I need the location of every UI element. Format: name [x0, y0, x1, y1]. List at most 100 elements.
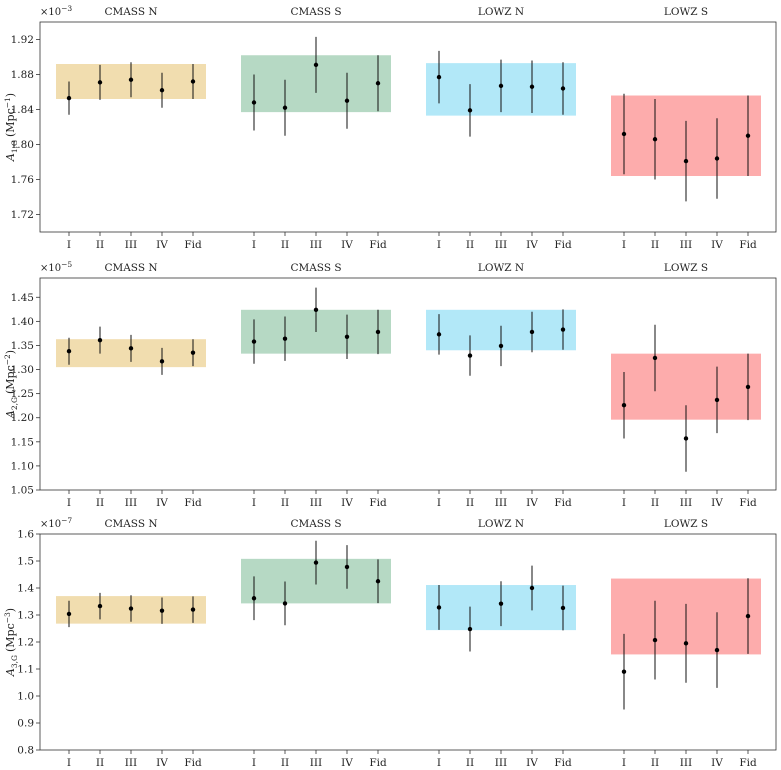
x-tick-label: III [680, 757, 692, 766]
x-tick-label: II [651, 497, 659, 509]
x-tick-label: III [495, 497, 507, 509]
x-tick-label: I [252, 239, 256, 251]
y-tick-label: 1.45 [11, 292, 34, 304]
x-tick-label: II [96, 497, 104, 509]
y-tick-label: 1.25 [11, 388, 34, 400]
data-point [344, 98, 350, 103]
axes-frame [39, 277, 777, 491]
y-tick-label: 1.80 [11, 139, 34, 151]
panel-2: 1.05 1.10 1.15 1.20 1.25 1.30 1.35 1.40 1.45 CMAS… [11, 262, 777, 509]
data-point [66, 349, 72, 354]
y-label-units: (Mpc [4, 365, 17, 394]
data-point [251, 100, 257, 105]
data-point [313, 307, 319, 312]
y-tick-label: 1.76 [11, 174, 35, 186]
data-point [498, 601, 504, 606]
x-tick-label: IV [711, 239, 723, 251]
x-tick-label: IV [711, 497, 723, 509]
x-tick-label: III [310, 497, 322, 509]
group-label: CMASS S [290, 518, 341, 530]
data-point [560, 605, 566, 611]
data-point [683, 436, 689, 441]
x-tick-label: IV [156, 239, 168, 251]
x-tick-label: IV [156, 757, 168, 766]
scale-exponent: −3 [61, 4, 72, 13]
data-point [467, 108, 473, 113]
x-tick-label: I [67, 239, 71, 251]
data-point [128, 606, 134, 611]
data-point [375, 579, 381, 584]
scale-exponent: −7 [61, 516, 72, 525]
x-tick-label: III [125, 239, 137, 251]
group-label: CMASS N [104, 6, 157, 18]
data-point [282, 105, 288, 110]
data-point [313, 62, 319, 68]
data-point [714, 397, 720, 403]
data-point [467, 353, 473, 358]
data-point [467, 626, 473, 632]
x-tick-label: II [466, 497, 474, 509]
x-tick-label: Fid [369, 239, 387, 251]
x-tick-label: Fid [184, 497, 202, 509]
y-tick-label: 1.20 [11, 412, 34, 424]
data-point [251, 596, 257, 601]
y-label-main: A [4, 153, 17, 162]
y-label-close: ) [4, 350, 17, 354]
data-point [190, 350, 196, 355]
x-tick-label: I [622, 497, 626, 509]
y-tick-label: 1.40 [11, 316, 34, 328]
scale-exponent: −5 [61, 260, 72, 269]
data-point [97, 337, 103, 343]
y-tick-label: 1.84 [11, 104, 35, 116]
x-tick-label: II [281, 497, 289, 509]
x-tick-label: I [437, 239, 441, 251]
x-tick-label: Fid [739, 757, 757, 766]
x-tick-label: Fid [739, 239, 757, 251]
y-tick-label: 1.15 [11, 436, 34, 448]
group-label: LOWZ N [478, 6, 524, 18]
y-label-sub: 3,G [10, 655, 19, 668]
y-label-exp: −3 [3, 612, 12, 623]
data-point [621, 403, 627, 408]
data-point [282, 601, 288, 606]
x-tick-label: II [466, 239, 474, 251]
x-tick-label: IV [711, 757, 723, 766]
data-point [529, 84, 535, 89]
group-label: LOWZ S [664, 262, 708, 274]
y-label-main: A [4, 668, 17, 677]
x-tick-label: III [125, 757, 137, 766]
group-label: LOWZ S [664, 6, 708, 18]
data-point [282, 336, 288, 341]
x-tick-label: Fid [369, 757, 387, 766]
y-axis-label: A2,G (Mpc−2) [3, 350, 19, 419]
data-point [652, 137, 658, 142]
data-point [313, 560, 319, 565]
x-tick-label: II [281, 757, 289, 766]
data-point [159, 88, 165, 93]
data-point [560, 327, 566, 332]
x-tick-label: II [281, 239, 289, 251]
y-tick-label: 1.10 [11, 460, 34, 472]
scale-base: ×10 [40, 263, 61, 274]
y-tick-label: 1.72 [11, 209, 34, 221]
x-tick-label: Fid [554, 757, 572, 766]
x-tick-label: II [651, 757, 659, 766]
data-point [745, 133, 751, 138]
x-tick-label: III [495, 757, 507, 766]
x-tick-label: I [622, 757, 626, 766]
x-tick-label: IV [341, 757, 353, 766]
group-label: CMASS S [290, 6, 341, 18]
x-tick-label: II [96, 239, 104, 251]
data-point [498, 83, 504, 89]
data-point [560, 86, 566, 91]
y-tick-label: 1.5 [17, 556, 34, 568]
y-tick-label: 1.88 [11, 69, 34, 81]
data-point [683, 158, 689, 164]
data-point [190, 79, 196, 84]
x-tick-label: II [466, 757, 474, 766]
y-tick-label: 1.30 [11, 364, 34, 376]
x-tick-label: Fid [369, 497, 387, 509]
data-point [66, 611, 72, 617]
data-point [498, 343, 504, 349]
